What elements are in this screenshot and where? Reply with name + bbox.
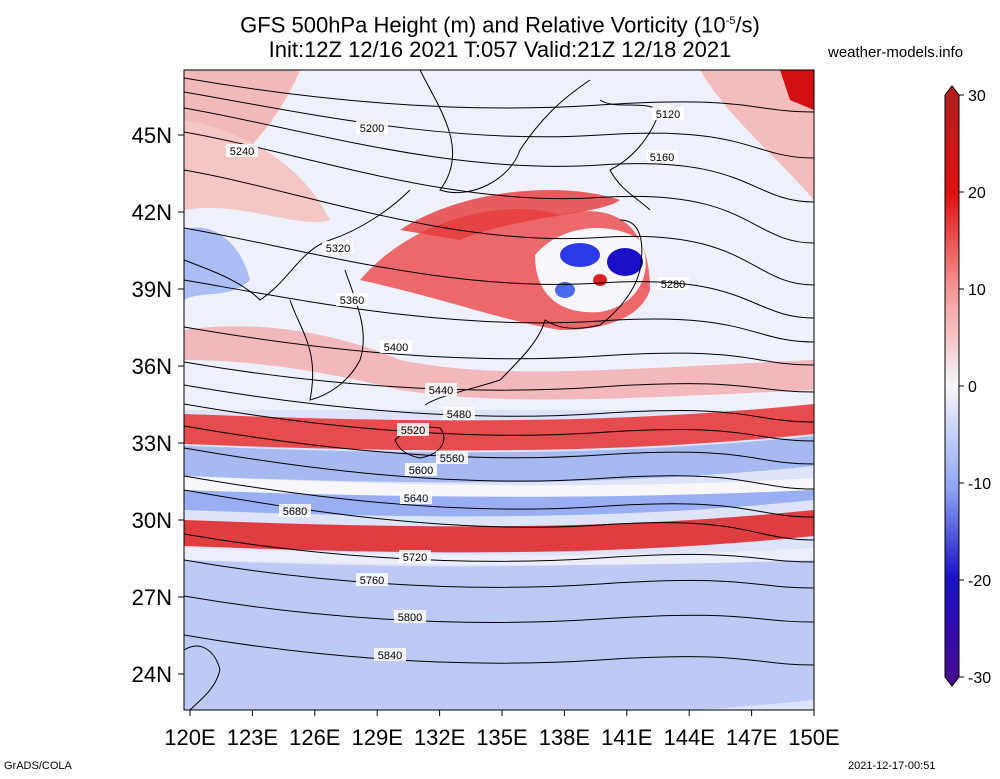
contour-label-bg <box>657 277 689 290</box>
contour-label: 5640 <box>404 493 428 505</box>
longitude-labels: 120E 123E 126E 129E 132E 135E 138E 141E 144E 147E… <box>164 710 840 750</box>
colorbar-label: 30 <box>968 88 986 105</box>
height-contours: 5120 5160 5200 5240 5280 5320 5360 5400 5440 5480… <box>184 77 814 666</box>
lon-label: 120E <box>164 725 215 750</box>
contour-label-bg <box>374 648 406 661</box>
height-contour-line <box>184 559 814 589</box>
height-contour-line <box>184 77 814 113</box>
lat-label: 36N <box>132 354 172 379</box>
contour-label: 5760 <box>360 575 384 587</box>
footer-software: GrADS/COLA <box>4 760 72 772</box>
contour-label-bg <box>356 121 388 134</box>
lon-label: 144E <box>664 725 715 750</box>
colorbar-label: -10 <box>968 476 991 493</box>
height-contour-line <box>184 279 814 343</box>
band-30N <box>184 510 814 553</box>
contour-label-bg <box>279 504 311 517</box>
contour-label: 5280 <box>661 279 685 291</box>
height-contour-line <box>184 403 814 442</box>
lon-label: 147E <box>726 725 777 750</box>
contour-label: 5800 <box>398 612 422 624</box>
colorbar: 30 20 10 0 -10 -20 -30 <box>944 85 991 687</box>
colorbar-label: -20 <box>968 573 991 590</box>
lat-label: 30N <box>132 508 172 533</box>
band-31N-blue <box>184 478 814 517</box>
contour-label: 5560 <box>440 453 464 465</box>
contour-label-bg <box>646 150 678 163</box>
coastlines <box>184 70 661 710</box>
contour-label-bg <box>443 407 475 420</box>
contour-label: 5720 <box>403 552 427 564</box>
contour-label-bg <box>425 383 457 396</box>
colorbar-label: 10 <box>968 282 986 299</box>
contour-label-bg <box>336 293 368 306</box>
lon-label: 138E <box>539 725 590 750</box>
height-contour-line <box>184 169 814 286</box>
plot-frame <box>183 69 815 711</box>
contour-label-bg <box>405 463 437 476</box>
lon-label: 132E <box>414 725 465 750</box>
height-contour-line <box>184 107 814 203</box>
chart-title: GFS 500hPa Height (m) and Relative Vorti… <box>240 12 760 38</box>
height-contour-line <box>184 634 814 666</box>
height-contour-line <box>184 447 814 490</box>
lon-label: 141E <box>601 725 652 750</box>
contour-label-bg <box>436 451 468 464</box>
height-contour-line <box>184 91 814 159</box>
contour-label-bg <box>652 107 684 120</box>
colorbar-label: 0 <box>968 379 977 396</box>
contour-label-bg <box>380 340 412 353</box>
band-south-blue <box>184 550 814 710</box>
contour-label: 5240 <box>230 146 254 158</box>
contour-label: 5200 <box>360 123 384 135</box>
contour-label: 5600 <box>409 465 433 477</box>
latitude-labels: 45N 42N 39N 36N 33N 30N 27N 24N <box>132 123 184 687</box>
lon-label: 126E <box>289 725 340 750</box>
colorbar-label: -30 <box>968 670 991 687</box>
chart-subtitle: Init:12Z 12/16 2021 T:057 Valid:21Z 12/1… <box>268 37 732 62</box>
height-contour-line <box>184 384 814 423</box>
height-contour-line <box>184 595 814 623</box>
contour-label-bg <box>400 491 432 504</box>
footer-timestamp: 2021-12-17-00:51 <box>848 760 936 772</box>
lat-label: 45N <box>132 123 172 148</box>
contour-label-bg <box>394 610 426 623</box>
contour-label: 5120 <box>656 109 680 121</box>
lat-label: 24N <box>132 662 172 687</box>
contour-label: 5440 <box>429 385 453 397</box>
contour-label-bg <box>356 573 388 586</box>
height-contour-line <box>184 227 814 319</box>
height-contour-line <box>184 533 814 563</box>
contour-label: 5840 <box>378 650 402 662</box>
contour-label: 5680 <box>283 506 307 518</box>
contour-label-bg <box>322 241 354 254</box>
vorticity-field: 5120 5160 5200 5240 5280 5320 5360 5400 5440 5480… <box>184 70 814 710</box>
height-contour-line <box>184 131 814 244</box>
contour-label: 5520 <box>401 425 425 437</box>
contour-label-bg <box>226 144 258 157</box>
contour-label-bg <box>397 423 429 436</box>
height-contour-line <box>184 425 814 465</box>
lat-label: 39N <box>132 277 172 302</box>
contour-label: 5480 <box>447 409 471 421</box>
lon-label: 150E <box>788 725 839 750</box>
colorbar-label: 20 <box>968 185 986 202</box>
lat-label: 42N <box>132 200 172 225</box>
source-credit: weather-models.info <box>828 44 964 61</box>
height-contour-line <box>184 475 814 518</box>
lat-label: 27N <box>132 585 172 610</box>
lon-label: 123E <box>227 725 278 750</box>
contour-label: 5400 <box>384 342 408 354</box>
contour-label: 5160 <box>650 152 674 164</box>
band-35N <box>184 404 814 451</box>
contour-label: 5320 <box>326 243 350 255</box>
contour-label: 5360 <box>340 295 364 307</box>
contour-label-bg <box>399 550 431 563</box>
height-contour-line <box>184 326 814 366</box>
height-contour-line <box>184 361 814 393</box>
lon-label: 129E <box>352 725 403 750</box>
lat-label: 33N <box>132 431 172 456</box>
lon-label: 135E <box>476 725 527 750</box>
